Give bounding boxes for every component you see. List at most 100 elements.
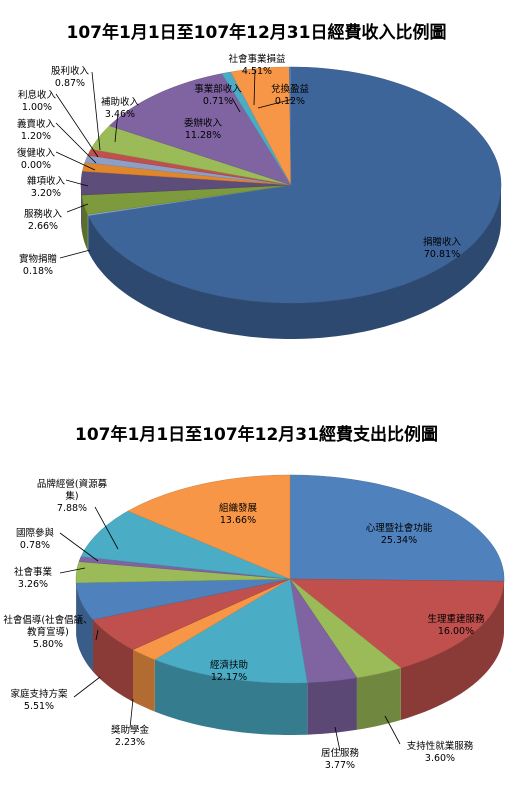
expense-label-6: 家庭支持方案 [10, 688, 68, 700]
expense-leader-lines [59, 506, 401, 752]
expense-label-10: 品牌經營(資源募 [37, 478, 108, 490]
income-label-11: 社會事業損益 [228, 53, 286, 65]
expense-value-11: 13.66% [220, 515, 256, 526]
expense-value-4: 12.17% [211, 672, 247, 683]
income-label-0: 捐贈收入 [423, 236, 462, 248]
income-pie-top [80, 66, 502, 304]
expense-pie-top [75, 474, 505, 684]
expense-leader-10 [94, 506, 119, 550]
expense-pie-sides [76, 579, 504, 735]
income-value-2: 2.66% [28, 221, 58, 232]
expense-slice-11 [127, 474, 291, 580]
expense-slice-4 [154, 578, 308, 684]
income-value-7: 0.87% [55, 78, 85, 89]
income-leader-lines [55, 69, 294, 259]
expense-label-2: 支持性就業服務 [407, 740, 474, 752]
expense-slice-0 [289, 474, 505, 582]
income-value-4: 0.00% [21, 160, 51, 171]
income-value-6: 1.00% [22, 102, 52, 113]
income-leader-6 [55, 93, 99, 158]
expense-label-0: 心理暨社會功能 [366, 522, 433, 534]
expense-slice-5 [132, 578, 291, 660]
expense-value-3: 3.77% [325, 760, 355, 771]
income-leader-8 [114, 111, 119, 143]
expense-slice-side-2 [356, 668, 401, 730]
expense-slice-side-5 [133, 649, 155, 712]
income-label-8: 補助收入 [101, 96, 140, 108]
expense-leader-8 [59, 567, 86, 574]
expense-leader-9 [59, 532, 99, 562]
expense-slice-side-7 [76, 582, 93, 672]
expense-value-1: 16.00% [438, 626, 474, 637]
expense-slice-7 [75, 578, 291, 620]
expense-chart-title: 107年1月1日至107年12月31經費支出比例圖 [75, 425, 438, 445]
expense-value-9: 0.78% [20, 540, 50, 551]
income-slice-side-0 [88, 185, 501, 339]
expense-value-2: 3.60% [425, 753, 455, 764]
income-value-0: 70.81% [424, 249, 460, 260]
expense-value-0: 25.34% [381, 535, 417, 546]
expense-slice-side-6 [93, 619, 133, 702]
income-leader-11 [253, 69, 256, 106]
income-slice-side-2 [81, 195, 88, 251]
expense-slice-8 [75, 561, 291, 584]
expense-label-4: 經濟扶助 [210, 659, 248, 671]
expense-value-8: 3.26% [18, 579, 48, 590]
income-value-9: 11.28% [185, 130, 221, 141]
income-slice-0 [87, 66, 502, 304]
income-label-2: 服務收入 [24, 208, 63, 220]
expense-value-7: 5.80% [33, 639, 63, 650]
income-slice-9 [108, 73, 292, 186]
expense-slice-side-3 [307, 677, 357, 735]
expense-value-10: 7.88% [57, 503, 87, 514]
income-slice-12 [289, 66, 292, 186]
expense-label-1: 生理重建服務 [427, 613, 485, 625]
expense-leader-2 [384, 715, 401, 745]
income-slice-3 [80, 171, 292, 196]
income-leader-7 [91, 71, 101, 151]
expense-label-8: 社會事業 [14, 566, 53, 578]
income-slice-2 [81, 184, 292, 215]
income-label-5: 義賣收入 [17, 118, 56, 130]
expense-label-3: 居住服務 [321, 747, 360, 759]
income-label-6: 利息收入 [18, 89, 57, 101]
expense-slice-1 [289, 578, 505, 669]
expense-value-5: 2.23% [115, 737, 145, 748]
expense-label-11: 組織發展 [219, 502, 258, 514]
income-label-10: 事業部收入 [194, 83, 242, 95]
income-leader-2 [66, 203, 89, 213]
income-slice-side-1 [87, 214, 89, 252]
income-value-8: 3.46% [105, 109, 135, 120]
income-slice-side-3 [81, 185, 82, 231]
expense-label-7: 社會倡導(社會倡議、 [3, 614, 92, 626]
expense-leader-3 [334, 726, 341, 752]
income-value-1: 0.18% [23, 266, 53, 277]
income-label-7: 股利收入 [51, 65, 90, 77]
expense-leader-5 [129, 698, 134, 729]
income-leader-12 [257, 98, 294, 109]
expense-slice-side-4 [154, 659, 308, 735]
expense-slice-side-1 [400, 581, 504, 720]
income-leader-5 [55, 122, 97, 164]
income-value-11: 4.51% [242, 66, 272, 77]
income-label-12: 兌換盈益 [271, 83, 310, 95]
income-value-3: 3.20% [31, 188, 61, 199]
income-label-1: 實物捐贈 [19, 253, 57, 265]
expense-slice-3 [289, 578, 358, 683]
expense-label-9: 國際參與 [16, 527, 55, 539]
income-label-9: 委辦收入 [184, 117, 223, 129]
expense-label-7-line1: 教育宣導) [27, 626, 69, 638]
income-value-12: 0.12% [275, 96, 305, 107]
expense-label-5: 獎助學金 [111, 724, 150, 736]
expense-slice-6 [92, 578, 291, 650]
income-leader-10 [231, 97, 241, 113]
expense-value-6: 5.51% [24, 701, 54, 712]
income-value-5: 1.20% [21, 131, 51, 142]
income-pie-sides [81, 185, 501, 339]
expense-label-10-line1: 集) [65, 490, 78, 502]
income-chart-title: 107年1月1日至107年12月31日經費收入比例圖 [66, 23, 447, 43]
